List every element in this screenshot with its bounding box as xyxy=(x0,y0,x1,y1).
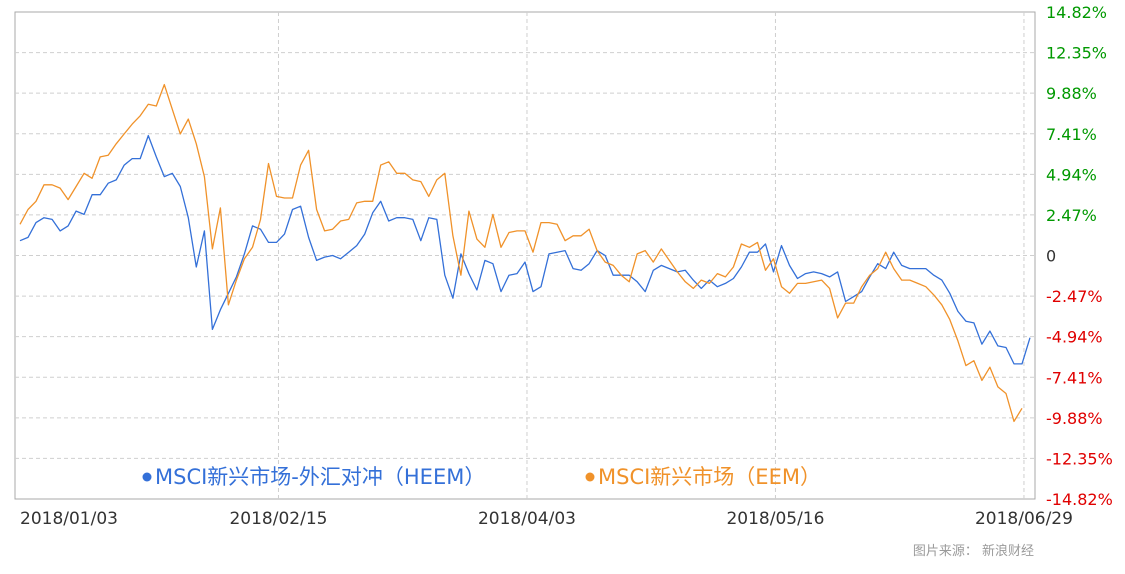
legend: MSCI新兴市场-外汇对冲（HEEM） MSCI新兴市场（EEM） xyxy=(142,465,821,489)
legend-marker-2 xyxy=(585,472,595,482)
image-source-credit: 图片来源： 新浪财经 xyxy=(912,544,1034,559)
y-tick-label: 0 xyxy=(1046,247,1056,266)
y-tick-label: -7.41% xyxy=(1046,368,1103,387)
legend-label-2: MSCI新兴市场（EEM） xyxy=(598,465,821,489)
x-tick-label: 2018/01/03 xyxy=(20,509,118,529)
x-tick-label: 2018/06/29 xyxy=(975,509,1073,529)
y-tick-label: 2.47% xyxy=(1046,206,1097,225)
x-tick-label: 2018/04/03 xyxy=(478,509,576,529)
y-tick-label: -2.47% xyxy=(1046,287,1103,306)
y-tick-label: -14.82% xyxy=(1046,490,1113,509)
plot-area-border xyxy=(14,11,1036,500)
y-tick-label: 4.94% xyxy=(1046,165,1097,184)
y-tick-label: 12.35% xyxy=(1046,44,1107,63)
y-tick-label: -12.35% xyxy=(1046,449,1113,468)
horizontal-gridlines xyxy=(15,52,1035,459)
x-axis-tick-labels: 2018/01/03 2018/02/15 2018/04/03 2018/05/16… xyxy=(20,509,1073,529)
series-line-1 xyxy=(19,134,1031,365)
y-axis-tick-labels: 14.82% 12.35% 9.88% 7.41% 4.94% 2.47% 0 -2.47% -… xyxy=(1046,3,1113,509)
legend-marker-1 xyxy=(142,472,152,482)
x-tick-label: 2018/05/16 xyxy=(726,509,824,529)
y-tick-label: -9.88% xyxy=(1046,409,1103,428)
x-tick-label: 2018/02/15 xyxy=(229,509,327,529)
y-tick-label: 14.82% xyxy=(1046,3,1107,22)
series-lines xyxy=(19,83,1031,423)
legend-label-1: MSCI新兴市场-外汇对冲（HEEM） xyxy=(155,465,485,489)
y-tick-label: 9.88% xyxy=(1046,84,1097,103)
y-tick-label: -4.94% xyxy=(1046,328,1103,347)
series-line-2 xyxy=(19,83,1023,423)
y-tick-label: 7.41% xyxy=(1046,125,1097,144)
